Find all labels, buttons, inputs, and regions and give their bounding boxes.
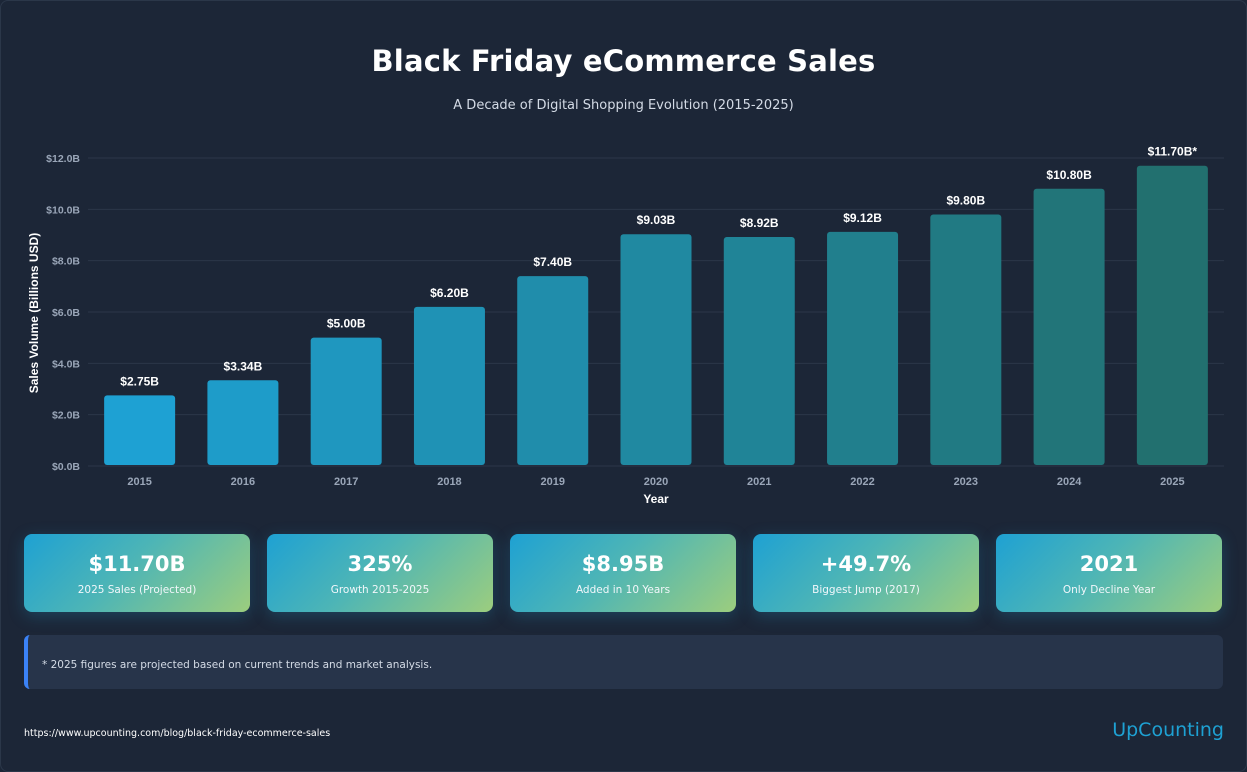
bar-2015 [104,395,176,465]
y-tick-label: $4.0B [52,358,80,370]
data-label-2018: $6.20B [430,286,469,300]
x-tick-label: 2017 [334,476,358,485]
y-tick-label: $10.0B [46,204,80,216]
chart-subtitle: A Decade of Digital Shopping Evolution (… [453,98,794,113]
data-label-2015: $2.75B [120,374,159,388]
y-tick-label: $12.0B [46,153,80,165]
data-label-2024: $10.80B [1046,168,1092,182]
x-tick-label: 2025 [1160,476,1184,485]
bar-2018 [413,306,485,465]
bar-2016 [207,380,279,465]
source-url[interactable]: https://www.upcounting.com/blog/black-fr… [24,728,331,739]
stat-value: +49.7% [820,552,912,576]
stat-card-2025-sales: $11.70B 2025 Sales (Projected) [24,534,250,612]
x-tick-label: 2020 [644,476,668,485]
data-label-2022: $9.12B [843,211,882,225]
data-label-2019: $7.40B [533,255,572,269]
x-tick-label: 2018 [437,476,461,485]
x-axis-label: Year [643,492,669,506]
stat-label: Growth 2015-2025 [330,584,430,596]
chart-title: Black Friday eCommerce Sales [371,44,876,78]
data-label-2020: $9.03B [637,213,676,227]
y-tick-label: $2.0B [52,410,80,422]
stat-card-decline-year: 2021 Only Decline Year [996,534,1222,612]
data-label-2025: $11.70B* [1148,145,1198,159]
note-text: * 2025 figures are projected based on cu… [42,659,433,671]
data-label-2016: $3.34B [224,359,263,373]
stat-label: 2025 Sales (Projected) [77,584,197,596]
bar-2025 [1136,165,1208,465]
x-tick-label: 2019 [540,476,564,485]
stat-card-added: $8.95B Added in 10 Years [510,534,736,612]
y-tick-label: $0.0B [52,461,80,473]
data-label-2021: $8.92B [740,216,779,230]
x-tick-label: 2021 [747,476,771,485]
brand-logo: UpCounting [1112,719,1224,741]
stat-label: Added in 10 Years [575,584,671,596]
bar-2020 [620,234,692,465]
data-label-2023: $9.80B [946,193,985,207]
x-tick-label: 2015 [127,476,151,485]
x-tick-label: 2024 [1057,476,1082,485]
stat-card-biggest-jump: +49.7% Biggest Jump (2017) [753,534,979,612]
stat-value: 2021 [1079,552,1139,576]
stat-value: $11.70B [88,552,186,576]
bar-2019 [517,276,589,465]
bar-2023 [930,214,1002,465]
stat-label: Biggest Jump (2017) [812,584,920,596]
x-tick-label: 2022 [850,476,874,485]
y-tick-label: $8.0B [52,256,80,268]
stat-label: Only Decline Year [1062,584,1156,596]
stat-value: $8.95B [581,552,665,576]
bar-2024 [1033,188,1105,466]
stat-card-growth: 325% Growth 2015-2025 [267,534,493,612]
bar-2022 [827,231,899,465]
bar-chart: $0.0B $2.0B $4.0B $6.0B $8.0B $10.0B $12.0B $2.… [46,145,1224,485]
projection-note: * 2025 figures are projected based on cu… [24,635,1223,689]
y-axis-label: Sales Volume (Billions USD) [27,232,41,394]
x-tick-label: 2016 [231,476,255,485]
y-tick-label: $6.0B [52,307,80,319]
bar-2021 [723,237,795,465]
data-label-2017: $5.00B [327,317,366,331]
stat-value: 325% [347,552,413,576]
bar-2017 [310,337,382,465]
x-tick-label: 2023 [954,476,978,485]
